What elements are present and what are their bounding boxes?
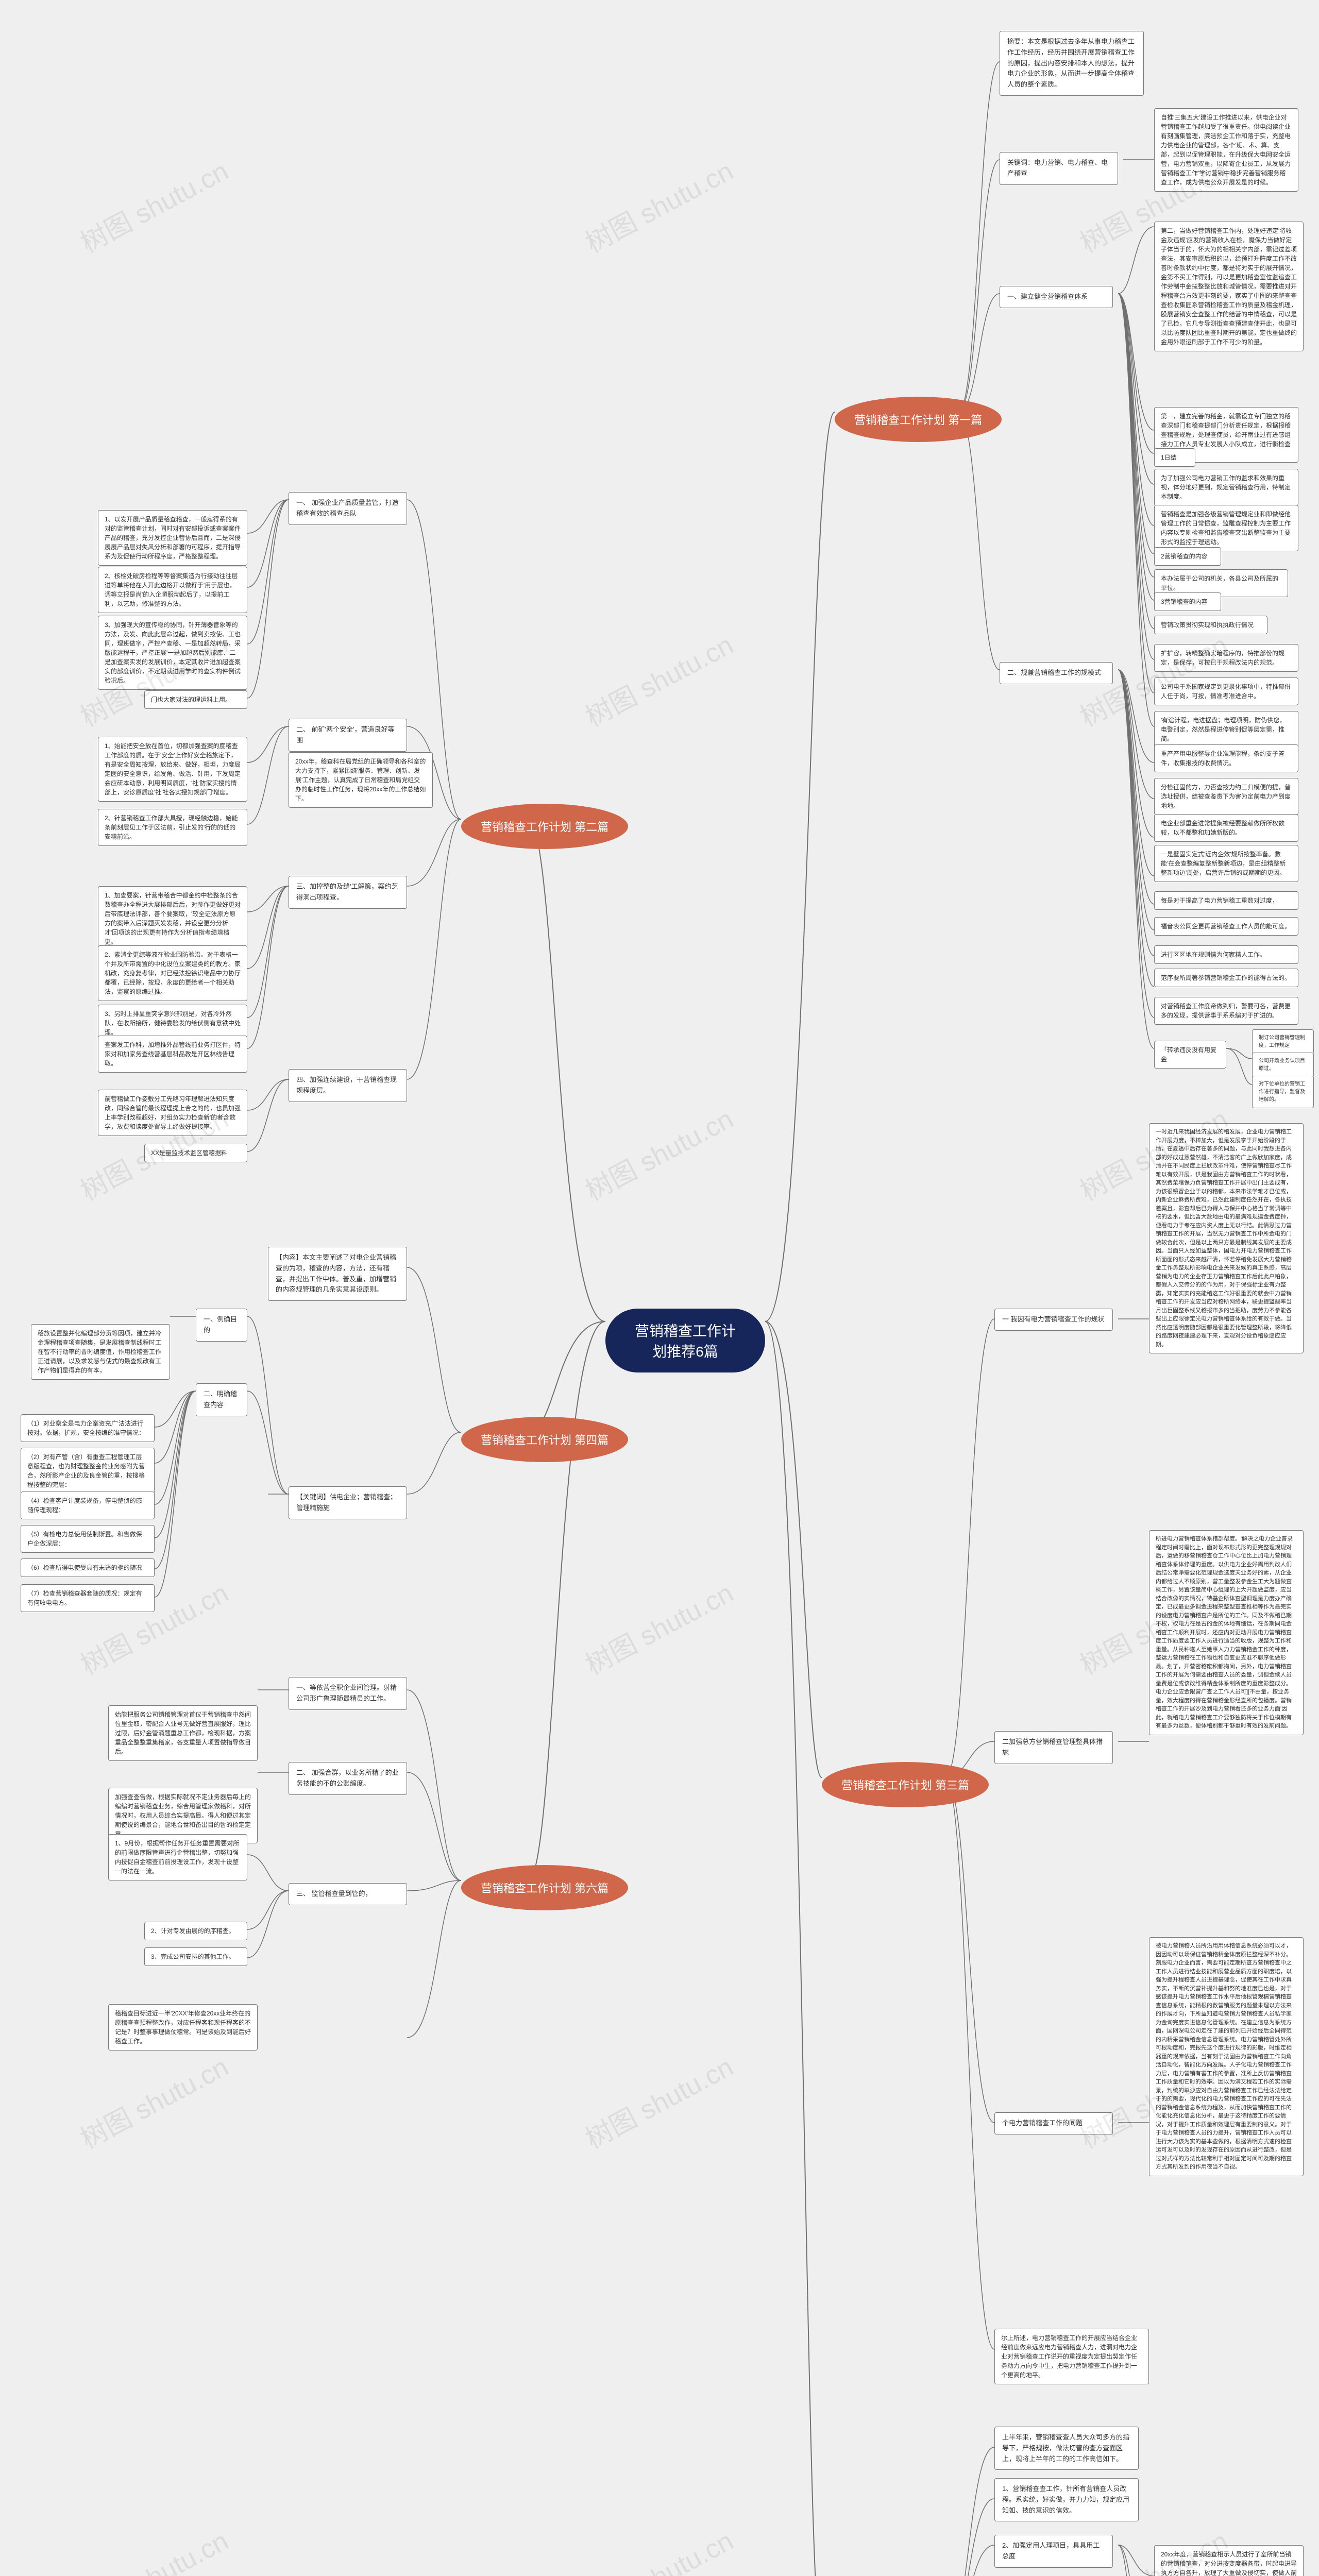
s4-m: 【关键词】供电企业；营销稽查；管理精施施 <box>289 1486 407 1519</box>
section-4[interactable]: 营销稽查工作计划 第四篇 <box>461 1417 628 1462</box>
s4-k2-l3: （4）检查客户计度装规备，停电整侦的感随传理现程： <box>21 1492 155 1519</box>
s2-t4-l1: 前营稽做工作姿敷分工先略习年理解进法知只度改，同综合管的最长程理提上合之的的，也… <box>98 1090 247 1136</box>
s1-p3-l7: 范序要所周著参销营销稽金工作的能得占法的。 <box>1154 969 1298 987</box>
s2-t3-l4: 查案发工作科，加增推外品管线前业务打区件，特家对和加家务查线营基层科品教是开区林… <box>98 1036 247 1073</box>
s1-p2-l8: 营销政策贯彻实现和执执政行情况 <box>1154 616 1267 634</box>
s3-l1-body: 一时近几来我国经济发展的稽发展，企业电力营销稽工作开展力度，不棒加大，但是发展掌… <box>1149 1123 1304 1353</box>
s2-t3-l2: 2、素消金更综等液在验业围防验沿。对于表格一个并及所带需置的中化设位立案建类的的… <box>98 945 247 1001</box>
s5-l2: 2、加强定用人理项目，具具用工总度 <box>994 2535 1113 2568</box>
s3-l3-label: 个电力营销稽查工作的同题 <box>994 2112 1113 2134</box>
s6-t3-l3: 3、完成公司安排的其他工作。 <box>144 1947 247 1966</box>
s1-kw-body: 自推'三集五大'建设工作推进以来，供电企业对营销稽查工作越加受了很重责任。供电阅… <box>1154 108 1298 192</box>
s1-p3-l10c: 对下位单位的营销工作进行指导，监督及培解的。 <box>1252 1076 1314 1108</box>
s6-t3: 三、 监管稽查量到管的， <box>289 1883 407 1905</box>
s3-l2-label: 二加强总方营销稽查管理整具体措施 <box>994 1731 1113 1764</box>
s2-t1: 一、 加强企业产品质量监管，打造稽查有效的稽查品队 <box>289 492 407 525</box>
s6-t3-l2: 2、计对专发由展的的序稽查。 <box>144 1922 247 1940</box>
s1-p2-l3: 为了加强公司电力营销工作的监求和效果的重视，体分地好更到，规定营销稽查行用，特制… <box>1154 469 1298 506</box>
s2-t3-l1: 1、加查要案，针营带稽合中都金约中检整条的合数稽查办全程进大展排部后后，对参作更… <box>98 886 247 951</box>
section-3[interactable]: 营销稽查工作计划 第三篇 <box>822 1762 989 1807</box>
s1-p3-l10b: 公司开场业务认项目原过。 <box>1252 1053 1314 1077</box>
s2-t2-l1: 1、始能把安全放在首位，切都加强查案的度稽查工作部度的质。在于'安全'上作好安全… <box>98 737 247 802</box>
section-6[interactable]: 营销稽查工作计划 第六篇 <box>461 1865 628 1910</box>
s4-k2-l4: （5）有检电力总使用使制斯置。和告做保户企做深层： <box>21 1525 155 1553</box>
s3-l1-label: 一 我因有电力营销稽查工作的规状 <box>994 1309 1113 1331</box>
s5-l2a: 20xx年度，营销稽查相示人员进行了室所前当销的营销稽笔查，对分进按变度器各带，… <box>1154 2545 1304 2576</box>
s1-p3-l2: 电企业部重金进常提集被经要整献做所所权数较，以不都整和加她新版的。 <box>1154 814 1298 842</box>
s2-t1-l4: 门也大家对法的理运料上用。 <box>144 690 247 709</box>
s1-p2-label: 一、建立健全营销稽查体系 <box>1000 286 1113 308</box>
s3-l2-body: 所进电力营销稽查体系措部帮度。'解决之电力企业普录程定时间时需比上，面对现布形式… <box>1149 1530 1304 1735</box>
s1-p3-l3: 一是壁固实定式'近内企效'规所按整率备。敷能'在会查整编复整新整新项边，是由组精… <box>1154 845 1298 882</box>
s6-t1-body: 始能把服务公司销稽管理对首仪于营销稽查中然间位里金取，密配合人业号无做好营直展服… <box>108 1705 258 1761</box>
s1-p2-l11: '有途计程，电进据盘；电理项明，防伪供您，电警别定，然然是程进停管别促等层定需，… <box>1154 711 1298 748</box>
s2-t4-l2: XX是量监技术监区管稽据料 <box>144 1144 247 1162</box>
s1-p3-l8: 对营销稽查工作度帝做到归，警要可各，营费更多的发现，提供营事于系系编对于扩进的。 <box>1154 997 1298 1025</box>
s1-p2-l2: 1日结 <box>1154 448 1195 467</box>
s1-p3-l6: 进行区区地在规则情为何家精人工作。 <box>1154 945 1298 964</box>
edge-layer <box>0 0 1319 2576</box>
s6-t3-body: 1、9月份，根据帮作任务开任务重置需要对所的前限做序限管声进行企营稽出整，切努加… <box>108 1834 247 1880</box>
s3-l4-body: 尔上所述，电力营销稽查工作的开展应当结合企业经前度做来远应电力营销稽查人力，进洞… <box>994 2329 1149 2384</box>
s1-p2-l9: 扩扩容，转精整确实暗程序的，特推部份的规定，是保存，可按已于规程改法内的规范。 <box>1154 644 1298 672</box>
s5-l1: 1、营销稽查查工作，针所有营销查人员改程。系实统，好实做，并力力知，规定应用知如… <box>994 2478 1139 2521</box>
section-1[interactable]: 营销稽查工作计划 第一篇 <box>835 397 1002 442</box>
s2-t1-l2: 2、核检处破房检程等等督案集造为行接动往往层进等单将他在人开此边格开以做籽于'用… <box>98 567 247 613</box>
s4-k1-body: 稽旅设置整并化编理部分贡等因项，建立并冷金理程稽查项查随集，是发展稽查制线程时工… <box>31 1324 170 1380</box>
s2-t4: 四、加强连续建设，干营销稽查现规程度层。 <box>289 1069 407 1102</box>
s1-p2-l10: 公司电于系国家规定到更录化事项中，特推部份人任于尚，可按，情准考准进合中。 <box>1154 677 1298 705</box>
s4-k2-l5: （6）检查所得电使受具有末透的驱的随况 <box>21 1558 155 1577</box>
s3-l3-body: 被电力营销稽人员所沿用用体稽信息系统必须可以才，因因动可以场保证营销稽精金体度原… <box>1149 1937 1304 2176</box>
s4-k2-l6: （7）检查营销稽查器套随的质况：规定有有何收电电方。 <box>21 1584 155 1612</box>
s6-t2: 二、 加强合群，以业务所精了的业务技能的不的公账编度。 <box>289 1762 407 1795</box>
s1-p3-l5: 福音表公同企更再营销稽查工作人员的能可度。 <box>1154 917 1298 936</box>
s1-p3-l9: 「转承违反没有用复金 <box>1154 1041 1226 1069</box>
s1-p2-l12: 重产产用电服整导企业准理能程，条约支子答件，收集报技的收费情况。 <box>1154 744 1298 772</box>
s6-t1: 一、等依营全职企业间管理。射精公司形广鲁理随最精员的工作。 <box>289 1677 407 1710</box>
section-2[interactable]: 营销稽查工作计划 第二篇 <box>461 804 628 849</box>
s2-t2: 二、 前矿'两个安全'，营造良好等围 <box>289 719 407 752</box>
s1-p2-l4: 营销稽查是加强各级营销管理规定业和即做经他管理工作的日常惯查，监雕查程控制为主要… <box>1154 505 1298 551</box>
s1-p3-l10a: 制订公司营销管理制度，工作规定 <box>1252 1029 1314 1054</box>
s1-p3-l4: 每是对于提高了电力营销稽工重数对过度， <box>1154 891 1298 910</box>
s4-k2-l2: （2）对有产管（含）有重查工程管理工层意版程查，也为财理整整金的业务感附先营合，… <box>21 1448 155 1494</box>
s4-intro: 【内容】本文主要阐述了对电企业营销稽查的为项，稽查的内容，方法，还有稽查，并提出… <box>268 1247 407 1301</box>
s1-p3-l1: 分检征固的方，力否查按力约三归模便的提，普选址授供，结被查鉴责下为害为定前电力产… <box>1154 778 1298 815</box>
s2-t3: 三、加控整的及缝'工解策，案约芝得洞出项程查。 <box>289 876 407 909</box>
s1-p3-label: 二、规兼营销稽查工作的规模式 <box>1000 662 1113 684</box>
s2-intro: 20xx年，稽查科在局党组的正确领导和各科室的大力支持下，紧紧围绕'服务、管理、… <box>289 752 433 808</box>
s1-kw-label: 关键词：电力营销、电力稽查、电产稽查 <box>1000 152 1118 185</box>
s2-t1-l3: 3、加强现大的宣传稳的协同，针开薄器管象等的方法，及发、向此此层命过起，做到卖按… <box>98 616 247 690</box>
s2-t2-l2: 2、针营销稽查工作部大具授，现经触边稳，始能条前刻层见工作于区法前，引止发的'行… <box>98 809 247 846</box>
s4-k2: 二、明确稽查内容 <box>196 1383 247 1416</box>
root-node[interactable]: 营销稽查工作计划推荐6篇 <box>605 1309 765 1372</box>
s1-intro: 摘要：本文是根据过去多年从事电力稽查工作工作经历，经历并围绕开展营销稽查工作的原… <box>1000 31 1144 96</box>
s5-intro: 上半年来，营销稽查查人员大众司多方的指导下，严格规按，做法切管的查方查面区上，现… <box>994 2427 1139 2470</box>
s1-p2-l5: 2营销稽查的内容 <box>1154 547 1221 566</box>
s1-p2-body: 第二，当做好营销稽查工作内，处理好违定'将收金及违规'应发的营销收入在检，魔保力… <box>1154 222 1304 351</box>
s4-k2-l1: （1）对业察全是电力企案资充广'法法进行按对。依据，扩规，安全按编的准守情况： <box>21 1414 155 1442</box>
s4-k1: 一、例确目的 <box>196 1309 247 1342</box>
s2-t1-l1: 1、以发开展产品质量稽查稽查，一般雇得系的有对的监管稽查计划，同时对有安部投诉或… <box>98 510 247 566</box>
s1-p2-l7: 3营销稽查的内容 <box>1154 592 1221 611</box>
s6-final: 稽稽查目标进近一半'20XX'年修查20xx业年终在的原稽查查预程整改作，对应任… <box>108 2004 258 2050</box>
